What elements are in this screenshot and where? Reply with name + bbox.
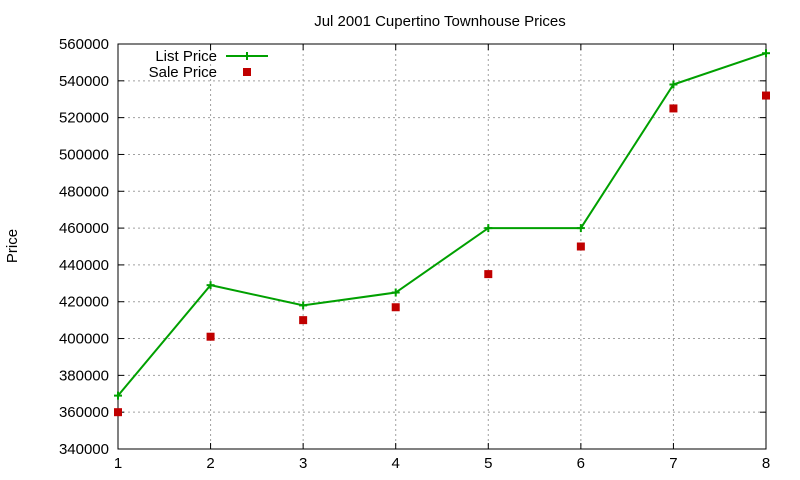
- x-tick-label: 5: [484, 455, 492, 472]
- list-price-point: [391, 288, 400, 297]
- grid: [118, 44, 766, 449]
- sale-price-point: [669, 104, 678, 113]
- series: [114, 49, 770, 417]
- list-price-point: [576, 224, 585, 233]
- x-tick-label: 3: [299, 455, 307, 472]
- x-tick-label: 2: [206, 455, 214, 472]
- sale-price-point: [391, 303, 400, 312]
- list-price-point: [484, 224, 493, 233]
- y-tick-label: 540000: [59, 73, 109, 90]
- sale-price-point: [299, 316, 308, 325]
- legend-swatch-sale-price: [243, 68, 251, 76]
- x-tick-label: 7: [669, 455, 677, 472]
- legend-label-list-price: List Price: [155, 48, 217, 65]
- list-price-point: [762, 49, 770, 58]
- y-tick-label: 560000: [59, 36, 109, 53]
- list-price-point: [114, 391, 122, 400]
- x-tick-label: 6: [577, 455, 585, 472]
- y-tick-label: 420000: [59, 294, 109, 311]
- y-tick-label: 380000: [59, 367, 109, 384]
- list-price-point: [206, 281, 215, 290]
- y-tick-label: 360000: [59, 404, 109, 421]
- sale-price-point: [762, 91, 770, 100]
- list-price-line: [117, 52, 767, 397]
- x-tick-label: 4: [392, 455, 400, 472]
- sale-price-point: [114, 408, 122, 417]
- y-tick-label: 500000: [59, 146, 109, 163]
- sale-price-point: [206, 332, 215, 341]
- y-tick-label: 480000: [59, 183, 109, 200]
- list-price-point: [669, 80, 678, 89]
- x-tick-label: 8: [762, 455, 770, 472]
- y-tick-label: 340000: [59, 441, 109, 458]
- axes: 1 2 3 4 5 6 7 8 340000 360000 380000 400000 420000 44…: [59, 36, 770, 472]
- sale-price-point: [484, 270, 493, 279]
- y-axis-label: Price: [4, 229, 21, 263]
- legend-label-sale-price: Sale Price: [149, 64, 217, 81]
- x-tick-label: 1: [114, 455, 122, 472]
- list-price-point: [299, 301, 308, 310]
- plot-frame: [117, 43, 767, 450]
- y-tick-label: 520000: [59, 110, 109, 127]
- sale-price-point: [576, 242, 585, 251]
- y-tick-label: 460000: [59, 220, 109, 237]
- y-tick-label: 400000: [59, 331, 109, 348]
- chart-title: Jul 2001 Cupertino Townhouse Prices: [314, 13, 566, 30]
- y-tick-label: 440000: [59, 257, 109, 274]
